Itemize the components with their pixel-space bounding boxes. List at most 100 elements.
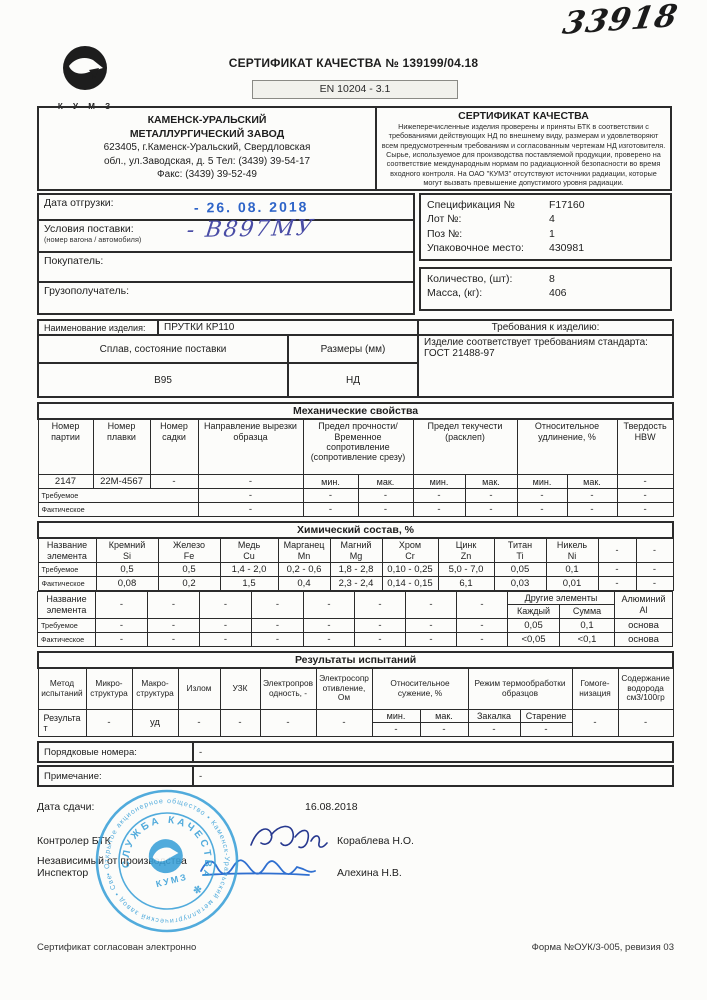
cell: - <box>516 502 568 518</box>
cell: - <box>412 502 466 518</box>
cell: 1,4 - 2,0 <box>219 561 279 577</box>
mass-label: Масса, (кг): <box>427 287 483 300</box>
qty-label: Количество, (шт): <box>427 273 513 286</box>
results-title-row: Результаты испытаний <box>36 650 675 669</box>
res-constr-min-value: - <box>371 722 421 738</box>
mech-hardness-value: - <box>616 474 674 490</box>
res-constr-max-value: - <box>419 722 469 738</box>
res-constr-min-label: мин. <box>371 708 421 724</box>
chem-el-fe: Железо Fe <box>157 537 221 563</box>
cell: 0,2 <box>157 575 221 591</box>
ship-terms-handwriting: - В897МУ <box>185 216 316 244</box>
lot-value: 4 <box>549 213 555 226</box>
chem2-each-label: Каждый <box>507 604 560 619</box>
controller-row: Контролер БТК Кораблева Н.О. <box>37 825 672 849</box>
mech-strength-min-label: мин. <box>302 474 359 490</box>
mech-sadka-value: - <box>149 474 199 490</box>
res-col-hydrogen: Содержание водорода см3/100гр <box>617 667 674 710</box>
mech-melt-value: 22М-4567 <box>92 474 151 490</box>
cell: 0,01 <box>545 575 599 591</box>
el-sym: Mn <box>297 550 311 561</box>
el-name: Никель <box>556 540 588 551</box>
pos-value: 1 <box>549 227 555 240</box>
cell: - <box>566 502 618 518</box>
cell: 0,5 <box>157 561 221 577</box>
header-section: КАМЕНСК-УРАЛЬСКИЙ МЕТАЛЛУРГИЧЕСКИЙ ЗАВОД… <box>37 106 672 192</box>
lot-pair: Лот №: 4 <box>427 212 664 226</box>
cell: 0,1 <box>558 617 616 633</box>
serial-value: - <box>192 741 674 764</box>
cell: <0,05 <box>507 631 560 647</box>
certificate-statement-title: СЕРТИФИКАТ КАЧЕСТВА <box>458 110 589 122</box>
al-name: Алюминий <box>621 594 666 605</box>
mech-col-strength: Предел прочности/ Временное сопротивлени… <box>302 418 414 476</box>
chem-el-dash2: - <box>635 537 674 563</box>
el-name: Медь <box>237 540 261 551</box>
spec-label: Спецификация № <box>427 199 515 212</box>
product-name-value: ПРУТКИ КР110 <box>156 319 420 337</box>
certificate-statement-text: Нижеперечисленные изделия проверены и пр… <box>381 122 666 187</box>
al-sym: Al <box>639 604 648 615</box>
cell: 1,5 <box>219 575 279 591</box>
mech-data-row: 2147 22М-4567 - - мин. мак. мин. мак. ми… <box>37 474 674 490</box>
res-quench-label: Закалка <box>467 708 521 724</box>
en-standard-box: EN 10204 - 3.1 <box>252 80 458 99</box>
chem-el-ni: Никель Ni <box>545 537 599 563</box>
results-header-row: Метод испытаний Микро- структура Макро- … <box>37 667 674 710</box>
el-name: Титан <box>507 540 533 551</box>
res-col-homogenization: Гомоге- низация <box>571 667 619 710</box>
qty-mass-box: Количество, (шт): 8 Масса, (кг): 406 <box>419 267 672 312</box>
res-homogenization-value: - <box>571 708 619 738</box>
cell: - <box>354 631 406 647</box>
cell: - <box>635 561 674 577</box>
company-address-line3: Факс: (3439) 39-52-49 <box>157 169 257 181</box>
cell: - <box>357 502 414 518</box>
order-right-column: Спецификация № F17160 Лот №: 4 Поз №: 1 Упа… <box>419 193 672 315</box>
cell: 0,4 <box>277 575 331 591</box>
controller-label: Контролер БТК <box>37 835 111 848</box>
controller-name: Кораблева Н.О. <box>337 835 414 848</box>
cell: - <box>516 488 568 504</box>
cell: - <box>566 488 618 504</box>
chem2-sum-label: Сумма <box>558 604 616 619</box>
mech-direction-value: - <box>197 474 304 490</box>
chemical-table: Химический состав, % Название элемента К… <box>36 521 675 591</box>
ship-date-label: Дата отгрузки: <box>44 197 114 210</box>
cell: - <box>357 488 414 504</box>
mech-col-yield: Предел текучести (расклеп) <box>412 418 518 476</box>
qty-pair: Количество, (шт): 8 <box>427 272 664 286</box>
chem-name-label: Название элемента <box>37 537 97 563</box>
pos-label: Поз №: <box>427 227 463 240</box>
res-col-heat-treatment: Режим термообработки образцов <box>467 667 573 710</box>
consignee-row: Грузополучатель: <box>37 283 415 316</box>
chemical-table-2: Название элемента - - - - - - - - Другие… <box>37 590 674 647</box>
ship-terms-row: Условия поставки: (номер вагона / автомо… <box>37 216 415 254</box>
cell: 6,1 <box>437 575 495 591</box>
cell: - <box>251 631 304 647</box>
inspector-signature <box>200 859 316 876</box>
serial-row: Порядковые номера: - <box>37 741 674 764</box>
spec-pair: Спецификация № F17160 <box>427 198 664 212</box>
cell: - <box>251 617 304 633</box>
cell: 0,5 <box>95 561 159 577</box>
company-name-line2: МЕТАЛЛУРГИЧЕСКИЙ ЗАВОД <box>129 128 285 141</box>
cell: 0,2 - 0,6 <box>277 561 331 577</box>
handover-date-row: Дата сдачи: 16.08.2018 <box>37 801 672 813</box>
alloy-size-header-row: Сплав, состояние поставки Размеры (мм) И… <box>37 334 675 399</box>
controller-signature <box>250 825 328 849</box>
stamp-icon: • Открытое акционерное общество • Каменс… <box>72 767 244 941</box>
chem-el-cu: Медь Cu <box>219 537 279 563</box>
chem-el-mn: Марганец Mn <box>277 537 331 563</box>
el-name: Цинк <box>455 540 477 551</box>
res-result-label: Результат <box>37 708 87 738</box>
cell: - <box>199 617 252 633</box>
cell: - <box>456 617 508 633</box>
el-name: Железо <box>173 540 205 551</box>
mech-col-elongation: Относительное удлинение, % <box>516 418 618 476</box>
results-title: Результаты испытаний <box>36 650 675 669</box>
res-constr-max-label: мак. <box>419 708 469 724</box>
footer-left: Сертификат согласован электронно <box>37 942 197 953</box>
res-col-macro: Макро- структура <box>131 667 179 710</box>
alloy-size-value-row: В95 НД <box>37 362 673 399</box>
document-body: КАМЕНСК-УРАЛЬСКИЙ МЕТАЛЛУРГИЧЕСКИЙ ЗАВОД… <box>36 106 675 879</box>
